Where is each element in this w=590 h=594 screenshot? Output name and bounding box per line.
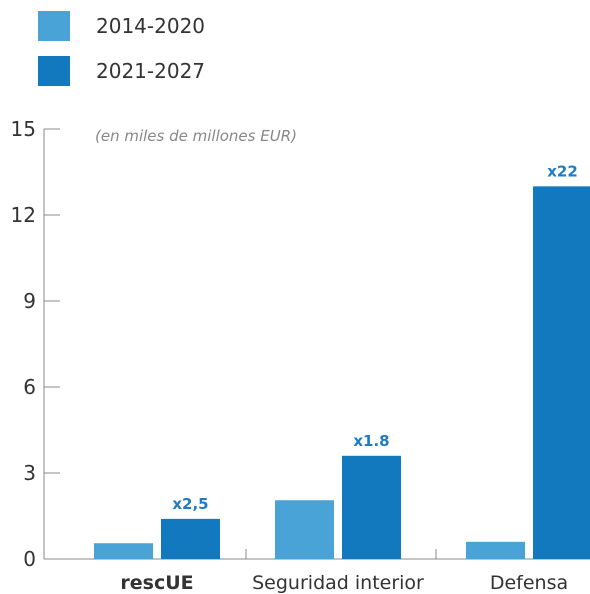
category-label-1: rescUE [120,572,193,594]
category-labels: rescUE Seguridad interior Defensa [120,572,568,594]
y-tick-label: 0 [23,547,36,571]
y-tick-label: 15 [11,117,36,141]
legend: 2014-2020 2021-2027 [38,11,205,86]
bars [94,186,590,560]
bar-2-3 [533,186,590,560]
y-tick-label: 3 [23,461,36,485]
bar-1-1 [94,543,153,559]
y-tick-label: 6 [23,375,36,399]
bar-1-2 [275,500,334,559]
legend-swatch-1 [38,11,70,41]
legend-label-2: 2021-2027 [96,59,205,83]
y-tick-label: 9 [23,289,36,313]
multiplier-labels: x2,5 x1.8 x22 [172,162,577,513]
multiplier-label-2: x1.8 [353,432,389,450]
unit-note: (en miles de millones EUR) [95,127,297,145]
multiplier-label-3: x22 [547,162,578,180]
category-label-2: Seguridad interior [252,572,424,594]
y-tick-label: 12 [11,203,36,227]
legend-label-1: 2014-2020 [96,14,205,38]
bar-1-3 [466,541,525,559]
legend-swatch-2 [38,56,70,86]
multiplier-label-1: x2,5 [172,495,208,513]
bar-2-2 [342,455,401,559]
category-label-3: Defensa [490,572,568,594]
bar-2-1 [161,518,220,559]
